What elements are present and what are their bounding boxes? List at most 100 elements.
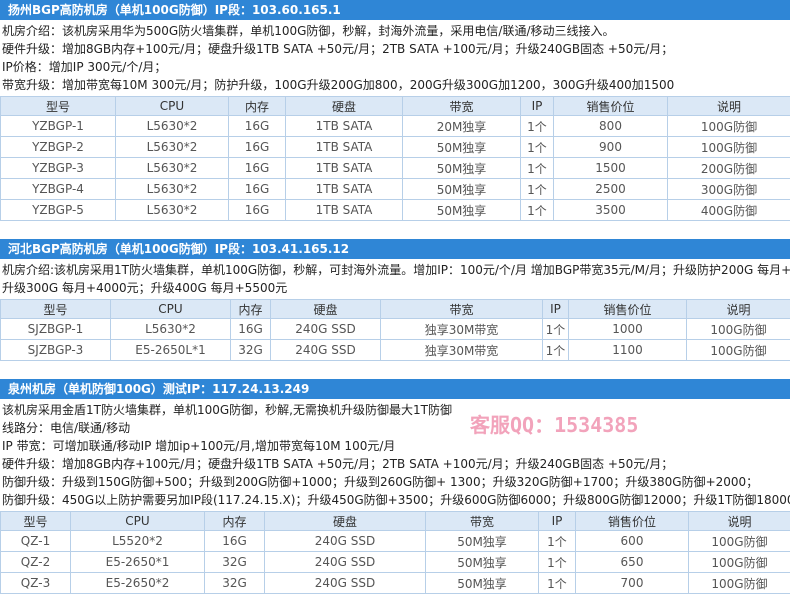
table-cell: 50M独享 xyxy=(402,178,521,200)
table-cell: 1个 xyxy=(542,318,569,340)
table-cell: 1个 xyxy=(538,572,576,594)
table-cell: 1个 xyxy=(520,178,554,200)
column-header: 带宽 xyxy=(425,511,539,531)
table-cell: YZBGP-3 xyxy=(0,157,116,179)
table-cell: 32G xyxy=(230,339,271,361)
table-cell: 50M独享 xyxy=(402,157,521,179)
table-cell: 1个 xyxy=(520,157,554,179)
price-table: 型号 CPU 内存 硬盘 带宽 IP 销售价位 说明 SJZBGP-1 L5630*2 16G 240… xyxy=(0,299,790,361)
table-cell: 32G xyxy=(204,551,265,573)
table-cell: 100G防御 xyxy=(667,115,790,137)
column-header: 销售价位 xyxy=(575,511,689,531)
header-row: 型号 CPU 内存 硬盘 带宽 IP 销售价位 说明 xyxy=(0,96,790,116)
table-cell: 16G xyxy=(228,115,286,137)
table-cell: 50M独享 xyxy=(402,199,521,221)
column-header: 型号 xyxy=(0,299,111,319)
table-cell: 100G防御 xyxy=(686,318,790,340)
column-header: CPU xyxy=(115,96,229,116)
table-cell: 1个 xyxy=(538,530,576,552)
table-row: SJZBGP-1 L5630*2 16G 240G SSD 独享30M带宽 1个 1000 1… xyxy=(0,318,790,340)
table-row: YZBGP-4 L5630*2 16G 1TB SATA 50M独享 1个 2500 300G… xyxy=(0,178,790,200)
table-row: YZBGP-5 L5630*2 16G 1TB SATA 50M独享 1个 3500 400G… xyxy=(0,199,790,221)
column-header: 型号 xyxy=(0,511,71,531)
table-cell: L5630*2 xyxy=(115,199,229,221)
section-title: 扬州BGP高防机房（单机100G防御）IP段：103.60.165.1 xyxy=(0,0,790,20)
table-cell: 240G SSD xyxy=(270,339,381,361)
column-header: 内存 xyxy=(204,511,265,531)
table-cell: 16G xyxy=(228,199,286,221)
intro-line: 带宽升级：增加带宽每10M 300元/月；防护升级，100G升级200G加800… xyxy=(2,78,675,92)
column-header: 硬盘 xyxy=(264,511,426,531)
table-cell: 50M独享 xyxy=(425,572,539,594)
intro-line: IP 带宽：可增加联通/移动IP 增加ip+100元/月,增加带宽每10M 10… xyxy=(2,439,396,453)
table-cell: YZBGP-2 xyxy=(0,136,116,158)
table-row: SJZBGP-3 E5-2650L*1 32G 240G SSD 独享30M带宽 1个 11… xyxy=(0,339,790,361)
column-header: 销售价位 xyxy=(553,96,668,116)
table-cell: 700 xyxy=(575,572,689,594)
table-cell: 1100 xyxy=(568,339,687,361)
table-cell: 16G xyxy=(228,178,286,200)
table-cell: 2500 xyxy=(553,178,668,200)
header-row: 型号 CPU 内存 硬盘 带宽 IP 销售价位 说明 xyxy=(0,299,790,319)
intro: 机房介绍：该机房采用华为500G防火墙集群，单机100G防御，秒解，封海外流量，… xyxy=(0,20,790,96)
intro-line: 机房介绍:该机房采用1T防火墙集群，单机100G防御，秒解，可封海外流量。增加I… xyxy=(2,263,790,277)
table-cell: 16G xyxy=(230,318,271,340)
column-header: 带宽 xyxy=(380,299,543,319)
column-header: 说明 xyxy=(688,511,790,531)
table-cell: QZ-3 xyxy=(0,572,71,594)
column-header: IP xyxy=(538,511,576,531)
table-cell: 100G防御 xyxy=(686,339,790,361)
table-cell: L5630*2 xyxy=(115,178,229,200)
intro-line: 防御升级：升级到150G防御+500；升级到200G防御+1000；升级到260… xyxy=(2,475,759,489)
table-row: QZ-2 E5-2650*1 32G 240G SSD 50M独享 1个 650 100G防御 xyxy=(0,551,790,573)
contact-watermark: 客服QQ：1534385 xyxy=(470,413,639,437)
table-row: YZBGP-2 L5630*2 16G 1TB SATA 50M独享 1个 900 100G防… xyxy=(0,136,790,158)
intro-line: IP价格：增加IP 300元/个/月； xyxy=(2,60,167,74)
table-cell: L5630*2 xyxy=(110,318,231,340)
table-cell: 1TB SATA xyxy=(285,178,403,200)
table-cell: 1000 xyxy=(568,318,687,340)
table-cell: 1个 xyxy=(542,339,569,361)
column-header: 说明 xyxy=(686,299,790,319)
column-header: IP xyxy=(520,96,554,116)
table-cell: YZBGP-4 xyxy=(0,178,116,200)
table-row: QZ-3 E5-2650*2 32G 240G SSD 50M独享 1个 700 100G防御 xyxy=(0,572,790,594)
table-cell: 16G xyxy=(228,136,286,158)
table-cell: 16G xyxy=(228,157,286,179)
table-cell: 650 xyxy=(575,551,689,573)
price-table: 型号 CPU 内存 硬盘 带宽 IP 销售价位 说明 YZBGP-1 L5630*2 16G 1TB … xyxy=(0,96,790,221)
column-header: 硬盘 xyxy=(270,299,381,319)
table-row: YZBGP-3 L5630*2 16G 1TB SATA 50M独享 1个 1500 200G… xyxy=(0,157,790,179)
intro-line: 机房介绍：该机房采用华为500G防火墙集群，单机100G防御，秒解，封海外流量，… xyxy=(2,24,615,38)
table-cell: 200G防御 xyxy=(667,157,790,179)
table-cell: 100G防御 xyxy=(688,551,790,573)
table-cell: 1500 xyxy=(553,157,668,179)
column-header: 说明 xyxy=(667,96,790,116)
section: 河北BGP高防机房（单机100G防御）IP段：103.41.165.12 机房介绍… xyxy=(0,239,790,361)
table-cell: 1TB SATA xyxy=(285,199,403,221)
intro: 机房介绍:该机房采用1T防火墙集群，单机100G防御，秒解，可封海外流量。增加I… xyxy=(0,259,790,299)
intro-line: 线路分：电信/联通/移动 xyxy=(2,421,131,435)
table-cell: L5520*2 xyxy=(70,530,205,552)
table-cell: 1TB SATA xyxy=(285,157,403,179)
column-header: CPU xyxy=(70,511,205,531)
table-cell: 3500 xyxy=(553,199,668,221)
table-cell: 32G xyxy=(204,572,265,594)
table-cell: QZ-1 xyxy=(0,530,71,552)
table-cell: 独享30M带宽 xyxy=(380,339,543,361)
column-header: 销售价位 xyxy=(568,299,687,319)
table-cell: 100G防御 xyxy=(688,572,790,594)
intro-line: 升级300G 每月+4000元；升级400G 每月+5500元 xyxy=(2,281,288,295)
column-header: 型号 xyxy=(0,96,116,116)
table-cell: 1个 xyxy=(520,115,554,137)
table-cell: 20M独享 xyxy=(402,115,521,137)
table-cell: 1个 xyxy=(520,199,554,221)
table-cell: L5630*2 xyxy=(115,115,229,137)
intro-line: 硬件升级：增加8GB内存+100元/月；硬盘升级1TB SATA +50元/月；… xyxy=(2,42,674,56)
table-cell: 800 xyxy=(553,115,668,137)
table-cell: YZBGP-1 xyxy=(0,115,116,137)
section-title: 泉州机房（单机防御100G）测试IP：117.24.13.249 xyxy=(0,379,790,399)
table-cell: 16G xyxy=(204,530,265,552)
table-cell: 50M独享 xyxy=(402,136,521,158)
table-cell: SJZBGP-3 xyxy=(0,339,111,361)
